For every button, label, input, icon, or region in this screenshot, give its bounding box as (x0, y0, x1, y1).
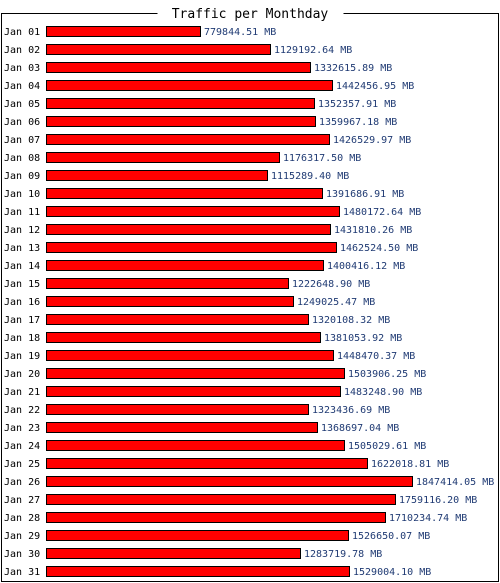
value-label: 1759116.20 MB (399, 495, 477, 506)
day-label: Jan 04 (4, 81, 40, 92)
value-label: 1442456.95 MB (336, 81, 414, 92)
value-label: 1391686.91 MB (326, 189, 404, 200)
value-label: 1710234.74 MB (389, 513, 467, 524)
traffic-bar (46, 224, 331, 235)
traffic-bar (46, 440, 345, 451)
value-label: 779844.51 MB (204, 27, 276, 38)
day-label: Jan 19 (4, 351, 40, 362)
chart-frame (1, 13, 499, 582)
day-label: Jan 13 (4, 243, 40, 254)
traffic-bar (46, 116, 316, 127)
traffic-bar (46, 476, 413, 487)
traffic-bar (46, 260, 324, 271)
traffic-bar (46, 404, 309, 415)
day-label: Jan 18 (4, 333, 40, 344)
value-label: 1505029.61 MB (348, 441, 426, 452)
value-label: 1503906.25 MB (348, 369, 426, 380)
value-label: 1359967.18 MB (319, 117, 397, 128)
traffic-bar (46, 296, 294, 307)
traffic-bar (46, 386, 341, 397)
value-label: 1368697.04 MB (321, 423, 399, 434)
traffic-bar (46, 206, 340, 217)
traffic-bar (46, 350, 334, 361)
value-label: 1847414.05 MB (416, 477, 494, 488)
day-label: Jan 02 (4, 45, 40, 56)
value-label: 1323436.69 MB (312, 405, 390, 416)
traffic-bar (46, 44, 271, 55)
traffic-bar (46, 278, 289, 289)
traffic-bar (46, 152, 280, 163)
traffic-bar (46, 530, 349, 541)
day-label: Jan 24 (4, 441, 40, 452)
day-label: Jan 26 (4, 477, 40, 488)
traffic-bar (46, 422, 318, 433)
day-label: Jan 15 (4, 279, 40, 290)
day-label: Jan 14 (4, 261, 40, 272)
value-label: 1320108.32 MB (312, 315, 390, 326)
day-label: Jan 11 (4, 207, 40, 218)
value-label: 1483248.90 MB (344, 387, 422, 398)
value-label: 1431810.26 MB (334, 225, 412, 236)
day-label: Jan 27 (4, 495, 40, 506)
value-label: 1400416.12 MB (327, 261, 405, 272)
traffic-bar (46, 188, 323, 199)
traffic-bar (46, 314, 309, 325)
value-label: 1526650.07 MB (352, 531, 430, 542)
day-label: Jan 05 (4, 99, 40, 110)
value-label: 1622018.81 MB (371, 459, 449, 470)
traffic-bar (46, 332, 321, 343)
traffic-bar (46, 62, 311, 73)
value-label: 1249025.47 MB (297, 297, 375, 308)
value-label: 1352357.91 MB (318, 99, 396, 110)
traffic-bar (46, 134, 330, 145)
day-label: Jan 30 (4, 549, 40, 560)
value-label: 1222648.90 MB (292, 279, 370, 290)
traffic-bar (46, 80, 333, 91)
value-label: 1332615.89 MB (314, 63, 392, 74)
traffic-bar (46, 26, 201, 37)
day-label: Jan 16 (4, 297, 40, 308)
traffic-bar (46, 242, 337, 253)
traffic-bar (46, 458, 368, 469)
value-label: 1529004.10 MB (353, 567, 431, 578)
traffic-bar (46, 512, 386, 523)
day-label: Jan 06 (4, 117, 40, 128)
day-label: Jan 12 (4, 225, 40, 236)
traffic-bar (46, 98, 315, 109)
traffic-bar (46, 566, 350, 577)
day-label: Jan 07 (4, 135, 40, 146)
traffic-bar (46, 368, 345, 379)
day-label: Jan 08 (4, 153, 40, 164)
value-label: 1283719.78 MB (304, 549, 382, 560)
day-label: Jan 31 (4, 567, 40, 578)
day-label: Jan 25 (4, 459, 40, 470)
value-label: 1448470.37 MB (337, 351, 415, 362)
value-label: 1480172.64 MB (343, 207, 421, 218)
traffic-bar (46, 494, 396, 505)
day-label: Jan 10 (4, 189, 40, 200)
day-label: Jan 28 (4, 513, 40, 524)
day-label: Jan 22 (4, 405, 40, 416)
value-label: 1129192.64 MB (274, 45, 352, 56)
value-label: 1176317.50 MB (283, 153, 361, 164)
value-label: 1462524.50 MB (340, 243, 418, 254)
day-label: Jan 17 (4, 315, 40, 326)
day-label: Jan 23 (4, 423, 40, 434)
day-label: Jan 09 (4, 171, 40, 182)
value-label: 1115289.40 MB (271, 171, 349, 182)
day-label: Jan 20 (4, 369, 40, 380)
day-label: Jan 03 (4, 63, 40, 74)
traffic-bar (46, 548, 301, 559)
day-label: Jan 29 (4, 531, 40, 542)
value-label: 1426529.97 MB (333, 135, 411, 146)
day-label: Jan 01 (4, 27, 40, 38)
chart-title: Traffic per Monthday (172, 7, 329, 22)
bar-rows: Jan 01 779844.51 MB Jan 02 1129192.64 MB Jan… (4, 26, 494, 578)
traffic-bar (46, 170, 268, 181)
day-label: Jan 21 (4, 387, 40, 398)
value-label: 1381053.92 MB (324, 333, 402, 344)
